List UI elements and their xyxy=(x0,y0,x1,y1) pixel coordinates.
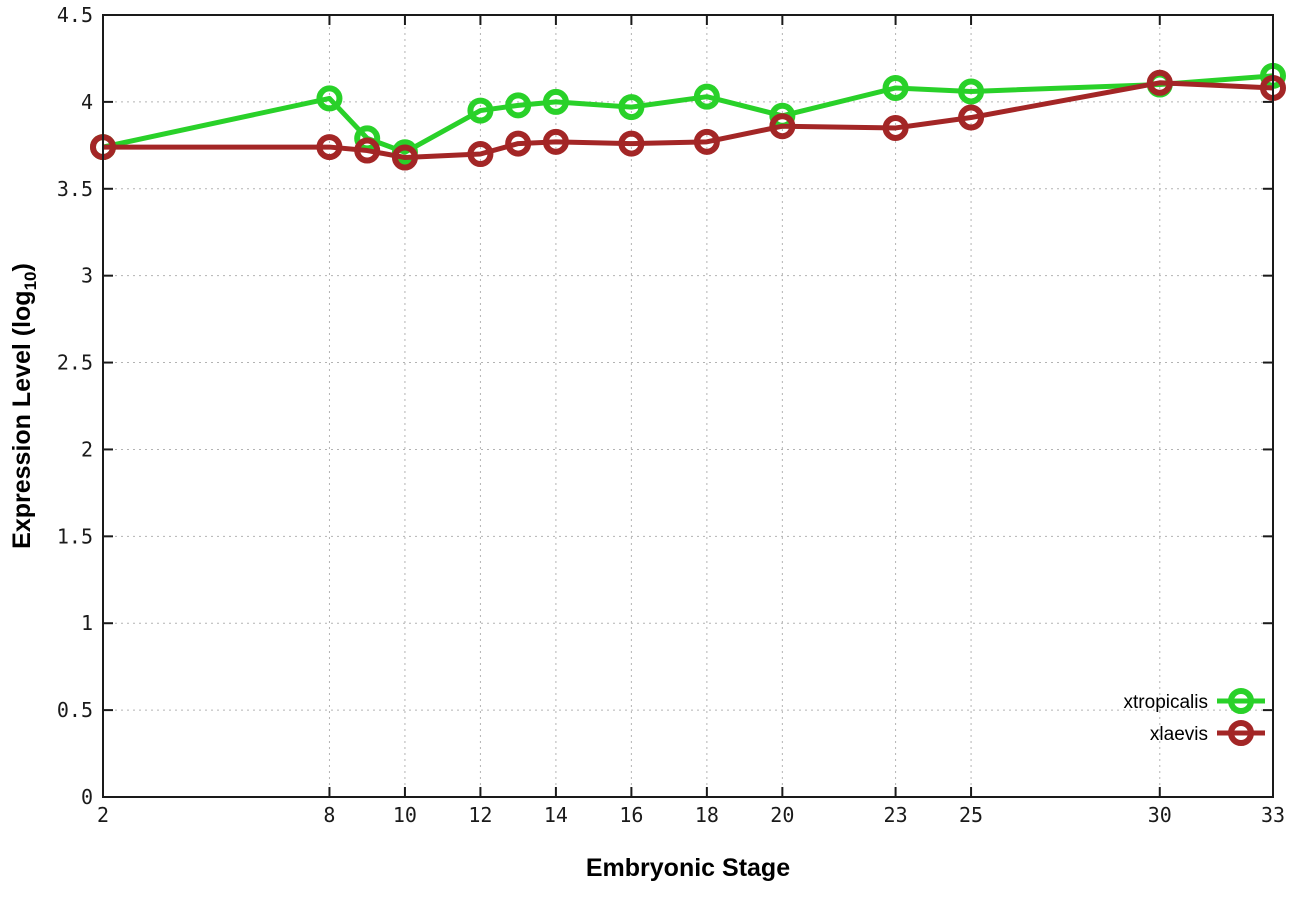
series-layer xyxy=(90,62,1286,171)
data-point-xlaevis xyxy=(958,104,985,131)
y-tick-label: 1.5 xyxy=(57,524,93,548)
x-tick-label: 10 xyxy=(393,803,417,827)
y-tick-label: 0 xyxy=(81,785,93,809)
y-tick-label: 0.5 xyxy=(57,698,93,722)
legend-label-xlaevis: xlaevis xyxy=(1150,724,1208,745)
y-tick-label: 2 xyxy=(81,437,93,461)
data-point-xlaevis xyxy=(354,137,381,164)
data-point-xtropicalis xyxy=(882,74,909,101)
data-point-xtropicalis xyxy=(693,83,720,110)
y-axis-title: Expression Level (log10) xyxy=(8,263,40,549)
data-point-xtropicalis xyxy=(542,88,569,115)
series-line-xlaevis xyxy=(103,80,1274,160)
x-tick-label: 30 xyxy=(1148,803,1172,827)
axes-layer: 0 0.5 1 1.5 2 2.5 3 3.5 4 4.5 2 8 10 12 14 16 18 20 23 25 30… xyxy=(57,3,1285,827)
data-point-xlaevis xyxy=(1146,69,1173,96)
x-tick-label: 33 xyxy=(1261,803,1285,827)
series-xlaevis xyxy=(90,69,1286,171)
x-tick-label: 16 xyxy=(619,803,643,827)
x-tick-label: 2 xyxy=(97,803,109,827)
data-point-xlaevis xyxy=(316,134,343,161)
data-point-xtropicalis xyxy=(467,97,494,124)
y-tick-label: 2.5 xyxy=(57,351,93,375)
data-point-xlaevis xyxy=(618,130,645,157)
data-point-xlaevis xyxy=(542,128,569,155)
x-tick-label: 18 xyxy=(695,803,719,827)
x-tick-label: 20 xyxy=(770,803,794,827)
y-tick-label: 4 xyxy=(81,90,93,114)
x-tick-label: 8 xyxy=(323,803,335,827)
y-tick-label: 4.5 xyxy=(57,3,93,27)
x-tick-label: 12 xyxy=(468,803,492,827)
data-point-xlaevis xyxy=(882,114,909,141)
x-axis-title: Embryonic Stage xyxy=(586,854,790,882)
data-point-xtropicalis xyxy=(316,85,343,112)
y-tick-label: 1 xyxy=(81,611,93,635)
data-point-xlaevis xyxy=(693,128,720,155)
data-point-xlaevis xyxy=(769,113,796,140)
data-point-xtropicalis xyxy=(505,92,532,119)
legend-sample-marker-xlaevis xyxy=(1228,720,1254,746)
y-tick-label: 3 xyxy=(81,264,93,288)
legend-sample-marker-xtropicalis xyxy=(1228,688,1254,714)
grid xyxy=(102,14,1274,798)
y-tick-label: 3.5 xyxy=(57,177,93,201)
plot-border xyxy=(102,14,1274,798)
data-point-xlaevis xyxy=(467,141,494,168)
legend: xtropicalis xlaevis xyxy=(1124,688,1265,746)
data-point-xlaevis xyxy=(505,130,532,157)
data-point-xtropicalis xyxy=(618,94,645,121)
data-point-xlaevis xyxy=(391,144,418,171)
legend-label-xtropicalis: xtropicalis xyxy=(1124,692,1208,713)
data-point-xtropicalis xyxy=(958,78,985,105)
x-tick-label: 14 xyxy=(544,803,568,827)
x-tick-label: 23 xyxy=(884,803,908,827)
x-tick-label: 25 xyxy=(959,803,983,827)
